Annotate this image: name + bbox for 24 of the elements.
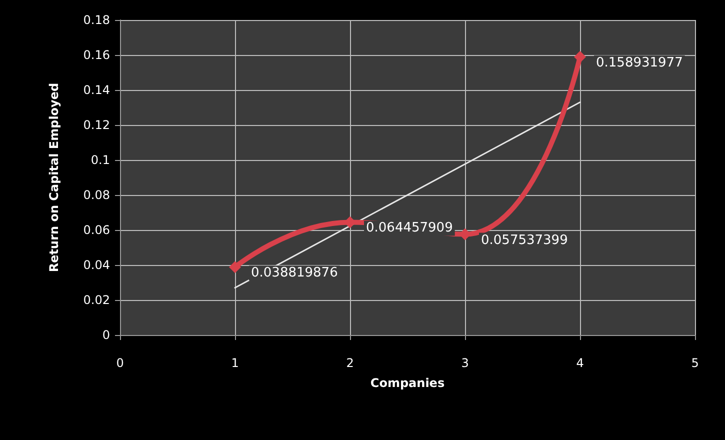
y-tick-label: 0.06	[83, 223, 110, 237]
x-tick-label: 1	[231, 356, 239, 370]
y-tick-label: 0.04	[83, 258, 110, 272]
x-tick-label: 5	[691, 356, 699, 370]
y-tick-label: 0.16	[83, 48, 110, 62]
y-tick-label: 0.14	[83, 83, 110, 97]
data-label: 0.038819876	[251, 266, 338, 281]
x-tick-label: 0	[116, 356, 124, 370]
y-tick-label: 0.1	[90, 153, 110, 167]
x-tick-label: 2	[346, 356, 354, 370]
point	[229, 261, 241, 274]
data-label: 0.158931977	[596, 55, 683, 70]
y-axis-title: Return on Capital Employed	[47, 82, 61, 272]
y-tick-label: 0	[102, 328, 110, 342]
data-label: 0.064457909	[366, 220, 453, 236]
x-axis-title: Companies	[370, 376, 445, 390]
data-label: 0.057537399	[481, 232, 568, 248]
x-tick-label: 4	[576, 356, 584, 370]
y-tick-label: 0.18	[83, 13, 110, 27]
point	[574, 50, 586, 63]
y-tick-label: 0.02	[83, 293, 110, 307]
y-tick-label: 0.12	[83, 118, 110, 132]
y-tick-label: 0.08	[83, 188, 110, 202]
x-tick-label: 3	[461, 356, 469, 370]
